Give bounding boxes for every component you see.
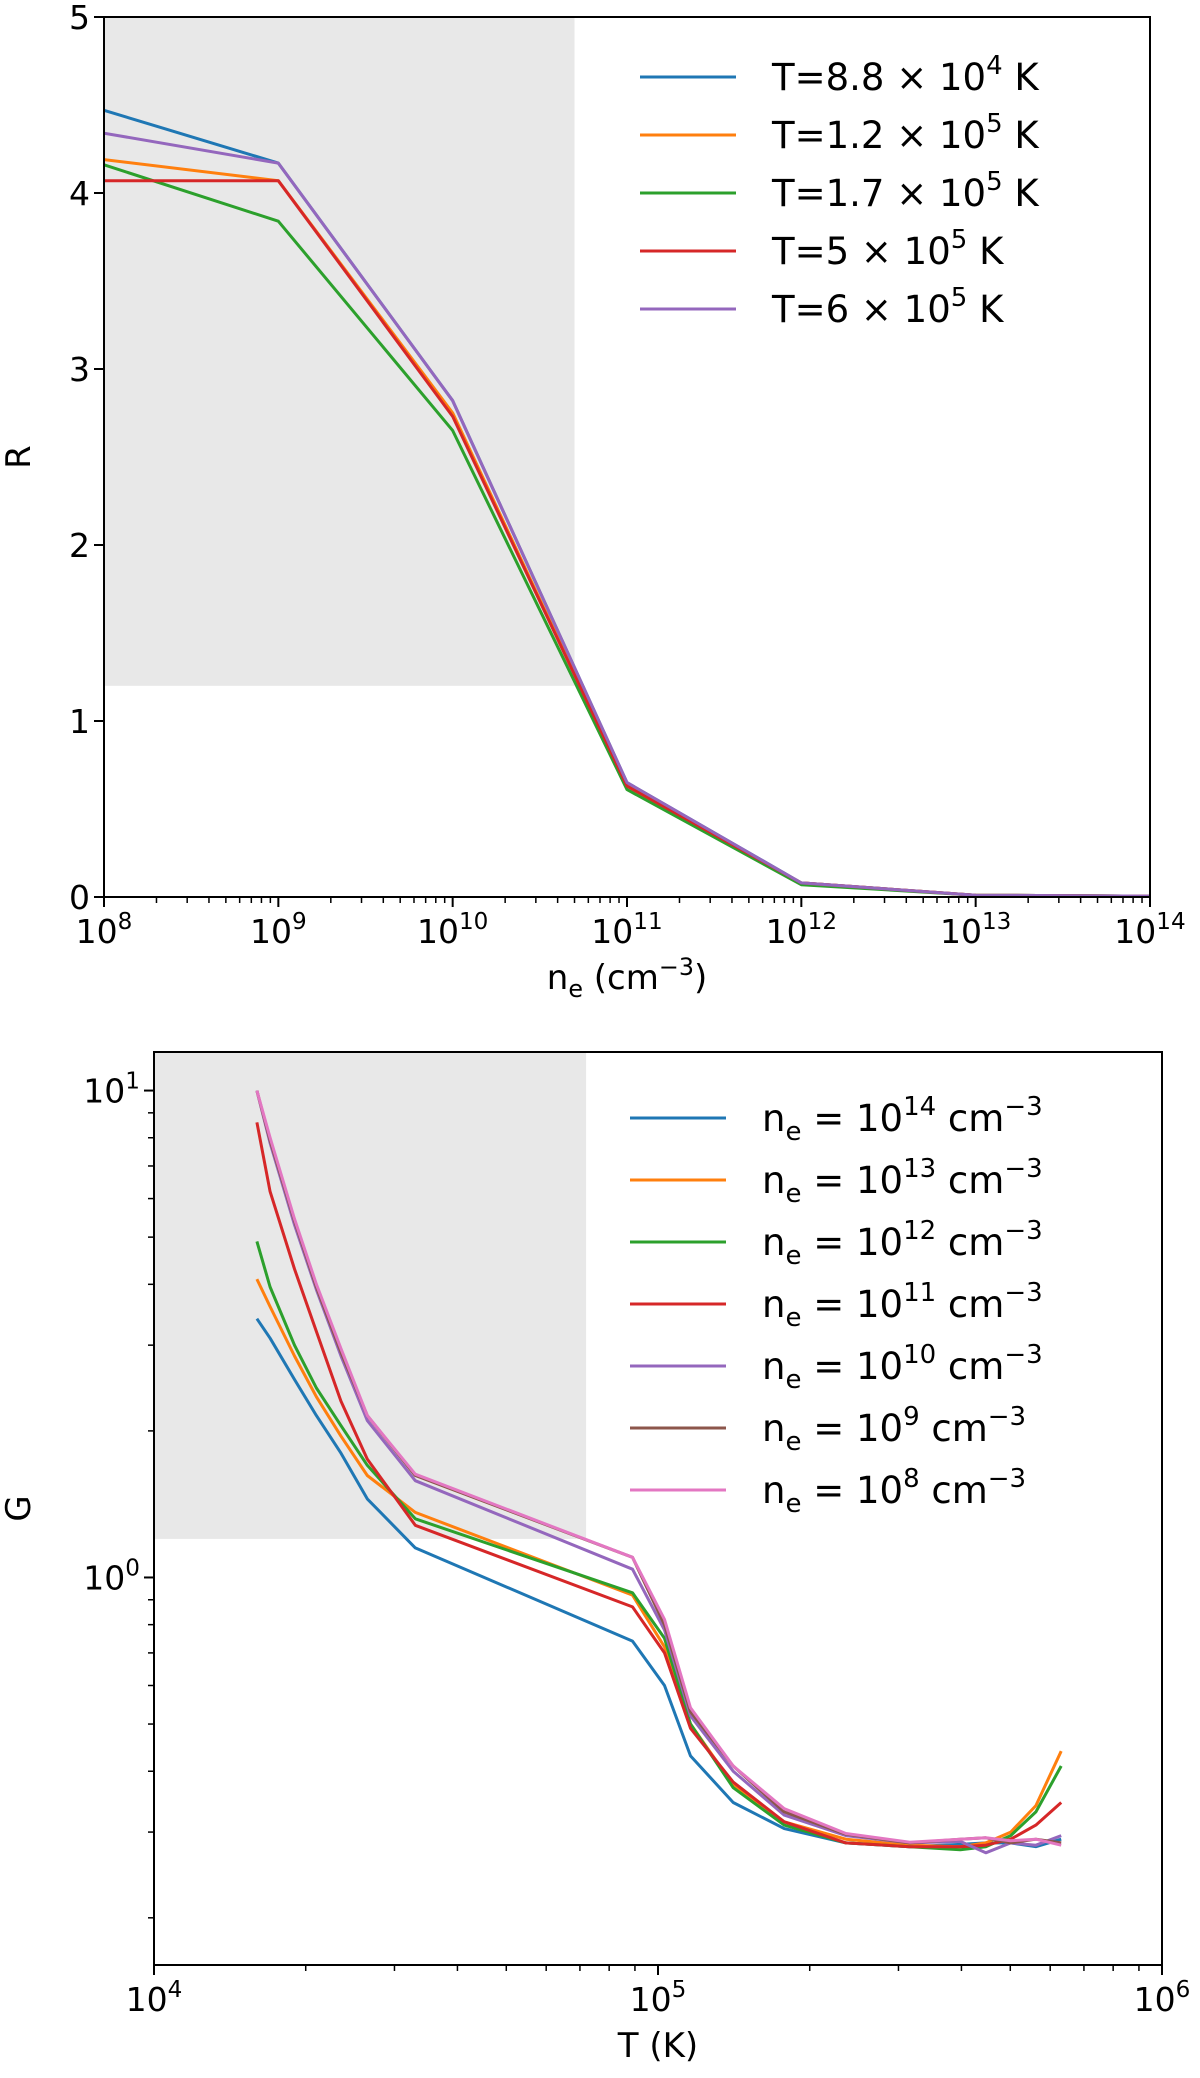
legend-entry-1: ne = 1014 cm−3 <box>762 1092 1043 1147</box>
legend: ne = 1014 cm−3 ne = 1013 cm−3 ne = 1012 cm… <box>630 1092 1043 1519</box>
x-axis-label: T (K) <box>617 2026 698 2066</box>
y-tick-label-5: 4 <box>69 174 90 213</box>
legend-entry-5: ne = 1010 cm−3 <box>762 1340 1043 1395</box>
y-tick-label-1: 100 <box>83 1555 140 1597</box>
y-tick-label-1: 0 <box>69 878 90 917</box>
x-tick-label-4: 1011 <box>591 909 662 951</box>
legend-entry-3: ne = 1012 cm−3 <box>762 1216 1043 1271</box>
series-line-4 <box>255 1122 1063 1849</box>
x-tick-label-3: 106 <box>1134 1977 1191 2019</box>
legend-entry-2: T=1.2 × 105 K <box>771 109 1040 157</box>
legend: T=8.8 × 104 K T=1.2 × 105 K T=1.7 × 105 K T… <box>640 51 1040 331</box>
legend-entry-2: ne = 1013 cm−3 <box>762 1154 1043 1209</box>
chart-1: 108 109 1010 1011 1012 1013 1014 0 1 2 3 4 5 ne (cm−3… <box>0 0 1186 1003</box>
legend-entry-5: T=6 × 105 K <box>771 283 1005 331</box>
y-tick-label-6: 5 <box>69 0 90 37</box>
series-line-5 <box>104 131 1150 897</box>
y-tick-label-3: 2 <box>69 526 90 565</box>
legend-entry-1: T=8.8 × 104 K <box>771 51 1040 99</box>
x-tick-label-6: 1013 <box>940 909 1011 951</box>
series-lines <box>104 108 1150 897</box>
legend-entry-6: ne = 109 cm−3 <box>762 1402 1026 1457</box>
x-tick-label-5: 1012 <box>766 909 837 951</box>
legend-entry-7: ne = 108 cm−3 <box>762 1464 1026 1519</box>
legend-entry-3: T=1.7 × 105 K <box>771 167 1040 215</box>
y-axis-label: G <box>0 1495 39 1521</box>
y-tick-label-4: 3 <box>69 350 90 389</box>
y-axis-label: R <box>0 445 39 469</box>
y-tick-label-2: 101 <box>83 1069 140 1111</box>
legend-entry-4: ne = 1011 cm−3 <box>762 1278 1043 1333</box>
shaded-region <box>154 1052 587 1539</box>
shaded-region <box>104 17 575 686</box>
y-tick-label-2: 1 <box>69 702 90 741</box>
x-tick-label-3: 1010 <box>417 909 488 951</box>
x-tick-label-2: 105 <box>630 1977 687 2019</box>
x-tick-label-1: 108 <box>76 909 133 951</box>
x-tick-label-1: 104 <box>126 1977 183 2019</box>
x-axis-label: ne (cm−3) <box>547 953 707 1003</box>
x-tick-label-7: 1014 <box>1114 909 1185 951</box>
series-lines <box>255 1090 1063 1855</box>
series-line-7 <box>255 1090 1062 1847</box>
legend-entry-4: T=5 × 105 K <box>771 225 1005 273</box>
x-tick-label-2: 109 <box>250 909 307 951</box>
